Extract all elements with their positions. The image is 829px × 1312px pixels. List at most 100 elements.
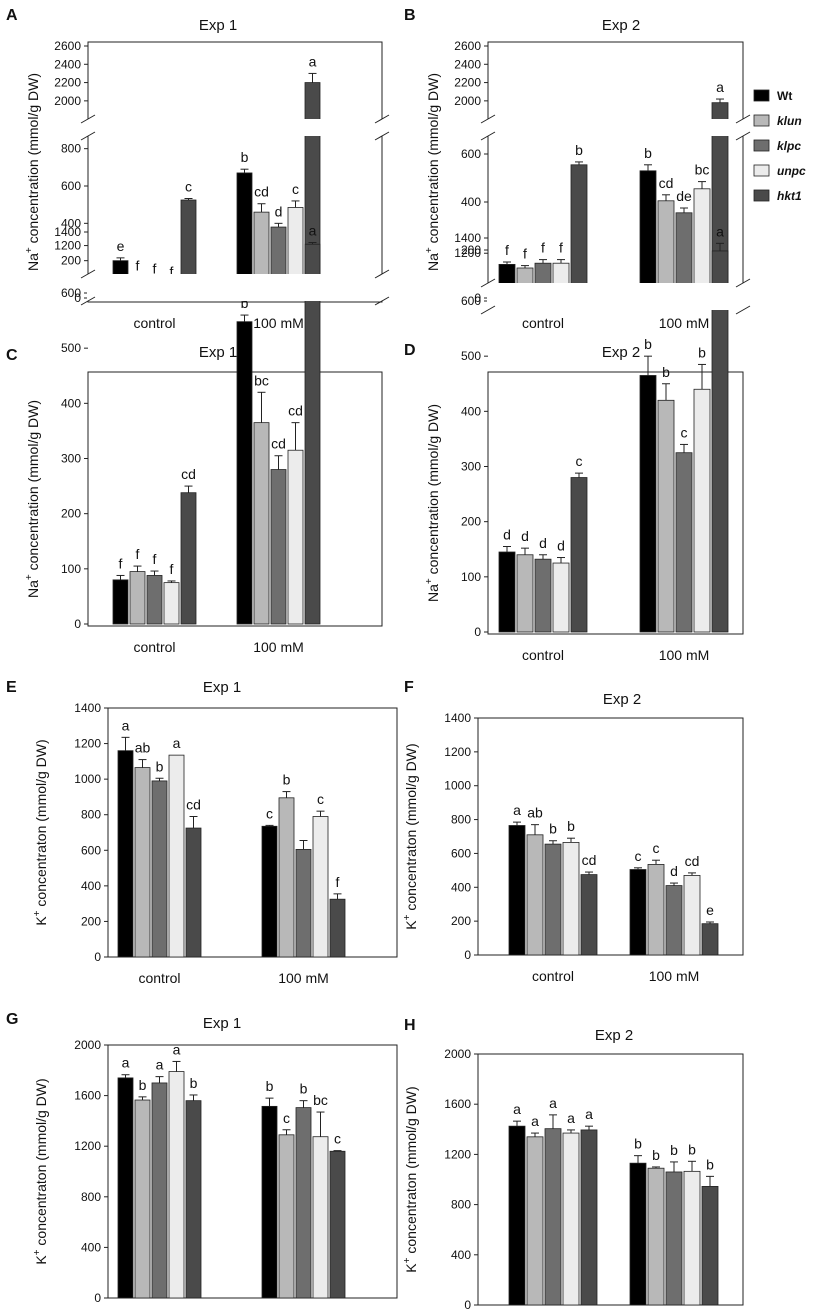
panel-label: H: [404, 1017, 416, 1034]
ylabel-ion: K: [403, 1263, 419, 1273]
panel-label: B: [404, 7, 416, 24]
category-label: 100 mM: [659, 315, 710, 331]
break-mark: [735, 305, 751, 315]
plot-frame: [107, 707, 398, 958]
bar-unpc-control: [562, 842, 580, 956]
y-tick-label: 400: [61, 396, 81, 410]
chart-title: Exp 1: [203, 679, 241, 696]
significance-letter: d: [521, 528, 529, 544]
category-label: 100 mM: [649, 968, 700, 984]
y-tick-label: 2000: [454, 94, 481, 108]
y-tick-label: 100: [61, 562, 81, 576]
y-tick-label: 1400: [54, 225, 81, 239]
category-label: 100 mM: [659, 647, 710, 663]
significance-letter: a: [309, 223, 317, 239]
significance-letter: b: [300, 1081, 308, 1097]
significance-letter: bc: [254, 372, 269, 388]
significance-letter: a: [549, 1095, 557, 1111]
axis-break-gap: [487, 119, 744, 136]
break-mark: [374, 131, 390, 141]
significance-letter: b: [634, 1136, 642, 1152]
legend-swatch-klun: [753, 114, 770, 127]
significance-letter: f: [170, 561, 174, 577]
y-tick-label: 200: [461, 515, 481, 529]
y-tick-label: 0: [74, 617, 81, 631]
significance-letter: b: [549, 821, 557, 837]
bar-Wt-control: [112, 579, 129, 625]
y-tick-label: 2000: [74, 1038, 101, 1052]
y-tick-label: 400: [451, 880, 471, 894]
bar-unpc-control: [168, 754, 185, 958]
y-tick-label: 1200: [444, 745, 471, 759]
bar-unpc-control: [562, 1132, 580, 1306]
bar-klpc-control: [151, 780, 168, 958]
y-tick-label: 400: [81, 879, 101, 893]
y-tick-label: 2000: [444, 1047, 471, 1061]
y-tick-label: 600: [461, 294, 481, 308]
significance-letter: cd: [271, 436, 286, 452]
bar-unpc-control: [163, 582, 180, 625]
category-label: 100 mM: [253, 315, 304, 331]
legend-swatch-Wt: [753, 89, 770, 102]
bar-klun-100mm: [278, 1134, 295, 1299]
significance-letter: b: [652, 1147, 660, 1163]
y-tick-label: 800: [81, 1190, 101, 1204]
y-tick-label: 500: [61, 341, 81, 355]
y-tick-label: 2400: [54, 57, 81, 71]
significance-letter: f: [170, 263, 174, 279]
significance-letter: b: [241, 295, 249, 311]
category-label: control: [522, 315, 564, 331]
y-tick-label: 1200: [54, 239, 81, 253]
bar-unpc-100mm: [683, 1170, 701, 1306]
significance-letter: b: [567, 818, 575, 834]
y-tick-label: 200: [81, 914, 101, 928]
significance-letter: c: [292, 181, 299, 197]
significance-letter: b: [241, 149, 249, 165]
bar-klpc-control: [151, 1082, 168, 1299]
significance-letter: f: [136, 257, 140, 273]
ylabel-sup: +: [24, 574, 35, 580]
bar-klun-control: [516, 554, 534, 633]
plot-frame: [477, 717, 744, 956]
significance-letter: cd: [181, 466, 196, 482]
significance-letter: b: [644, 336, 652, 352]
y-tick-label: 1600: [444, 1097, 471, 1111]
ylabel-rest: concentraton (mmol/g DW): [403, 1086, 419, 1257]
significance-letter: b: [688, 1141, 696, 1157]
y-tick-label: 800: [81, 808, 101, 822]
y-axis-label: Na+ concentration (mmol/g DW): [424, 404, 441, 602]
significance-letter: c: [317, 791, 324, 807]
significance-letter: f: [119, 555, 123, 571]
significance-letter: f: [541, 240, 545, 256]
chart-panel-g: G Exp 1 0 400 800 1200 1600 2000 K+ concentraton…: [6, 1011, 398, 1312]
y-tick-label: 600: [461, 147, 481, 161]
significance-letter: c: [653, 840, 660, 856]
bar-hkt1-100mm: [701, 923, 719, 956]
significance-letter: a: [716, 79, 724, 95]
ylabel-rest: concentration (mmol/g DW): [425, 73, 441, 247]
significance-letter: d: [503, 526, 511, 542]
category-label: control: [138, 970, 180, 986]
chart-panel-h: H Exp 2 0 400 800 1200 1600 2000 K+ concentraton…: [402, 1017, 744, 1312]
y-axis-label: Na+ concentration (mmol/g DW): [24, 400, 41, 598]
significance-letter: b: [670, 1142, 678, 1158]
significance-letter: cd: [685, 853, 700, 869]
panel-label: C: [6, 347, 18, 364]
ylabel-ion: K: [403, 920, 419, 930]
break-mark: [735, 114, 751, 124]
significance-letter: d: [557, 538, 565, 554]
category-label: control: [522, 647, 564, 663]
bar-klpc-control: [146, 575, 163, 625]
y-tick-label: 100: [461, 570, 481, 584]
bar-Wt-control: [498, 551, 516, 633]
chart-title: Exp 1: [199, 17, 237, 34]
significance-letter: c: [266, 805, 273, 821]
chart-title: Exp 2: [602, 17, 640, 34]
y-tick-label: 2000: [54, 94, 81, 108]
axis-break-gap: [487, 283, 744, 310]
bar-hkt1-control: [580, 874, 598, 956]
break-mark: [480, 278, 496, 288]
bar-Wt-100mm: [629, 869, 647, 956]
significance-letter: a: [309, 53, 317, 69]
significance-letter: b: [706, 1156, 714, 1172]
